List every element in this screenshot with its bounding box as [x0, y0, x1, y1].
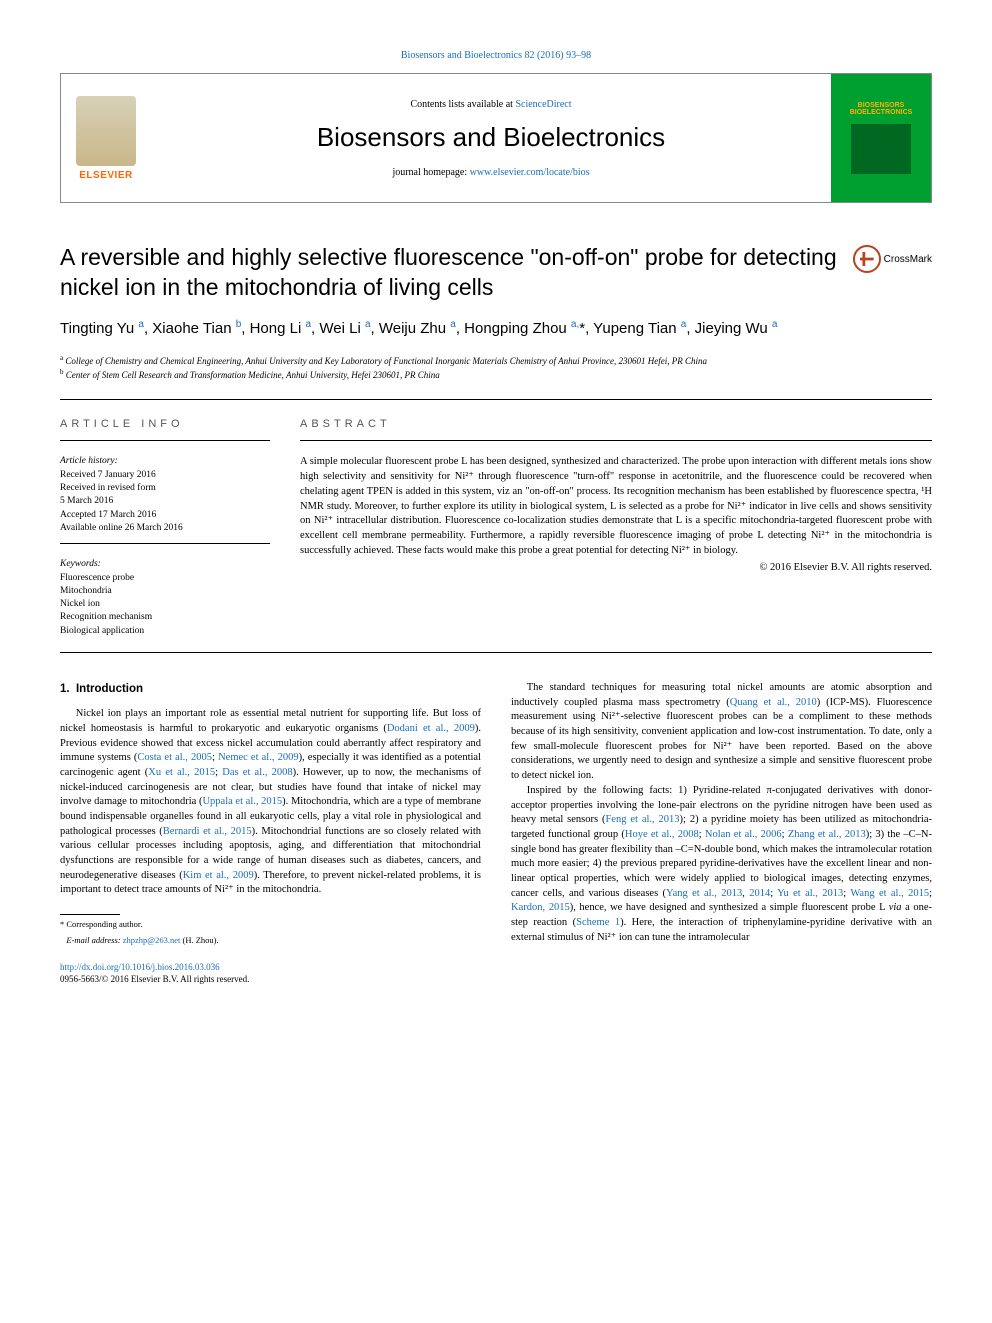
body-column-right: The standard techniques for measuring to… [511, 681, 932, 986]
abstract-text: A simple molecular fluorescent probe L h… [300, 455, 932, 558]
crossmark-text: CrossMark [884, 254, 932, 265]
issn-line: 0956-5663/© 2016 Elsevier B.V. All right… [60, 973, 481, 986]
citation-link[interactable]: Biosensors and Bioelectronics 82 (2016) … [401, 50, 591, 61]
doi-link[interactable]: http://dx.doi.org/10.1016/j.bios.2016.03… [60, 962, 220, 972]
keywords-block: Keywords: Fluorescence probeMitochondria… [60, 558, 270, 638]
abstract-divider [300, 440, 932, 441]
contents-prefix: Contents lists available at [410, 99, 515, 110]
elsevier-tree-icon [76, 96, 136, 166]
body-paragraph: Nickel ion plays an important role as es… [60, 707, 481, 898]
header-citation: Biosensors and Bioelectronics 82 (2016) … [60, 50, 932, 61]
abstract-column: ABSTRACT A simple molecular fluorescent … [300, 418, 932, 638]
abstract-label: ABSTRACT [300, 418, 932, 430]
journal-cover: BIOSENSORS BIOELECTRONICS [831, 74, 931, 202]
divider-top [60, 399, 932, 400]
journal-cover-image [851, 124, 911, 174]
section-heading: 1. Introduction [60, 681, 481, 697]
contents-line: Contents lists available at ScienceDirec… [410, 99, 571, 110]
history-label: Article history: [60, 455, 270, 468]
email-link[interactable]: zhpzhp@263.net [123, 935, 181, 945]
email-footnote: E-mail address: zhpzhp@263.net (H. Zhou)… [60, 935, 481, 947]
crossmark-icon [853, 245, 881, 273]
keywords-label: Keywords: [60, 558, 270, 571]
body-paragraph: The standard techniques for measuring to… [511, 681, 932, 784]
sciencedirect-link[interactable]: ScienceDirect [515, 99, 571, 110]
article-info-label: ARTICLE INFO [60, 418, 270, 430]
body-column-left: 1. Introduction Nickel ion plays an impo… [60, 681, 481, 986]
crossmark-badge[interactable]: CrossMark [853, 245, 932, 273]
journal-homepage: journal homepage: www.elsevier.com/locat… [392, 167, 589, 178]
journal-name: Biosensors and Bioelectronics [317, 122, 665, 153]
elsevier-logo: ELSEVIER [61, 74, 151, 202]
homepage-link[interactable]: www.elsevier.com/locate/bios [470, 167, 590, 178]
email-suffix: (H. Zhou). [183, 935, 219, 945]
journal-header-box: ELSEVIER Contents lists available at Sci… [60, 73, 932, 203]
doi-line: http://dx.doi.org/10.1016/j.bios.2016.03… [60, 961, 481, 974]
footnote-separator [60, 914, 120, 915]
header-center: Contents lists available at ScienceDirec… [151, 74, 831, 202]
affiliations: a College of Chemistry and Chemical Engi… [60, 354, 932, 381]
article-title: A reversible and highly selective fluore… [60, 243, 932, 303]
article-info-column: ARTICLE INFO Article history: Received 7… [60, 418, 270, 638]
homepage-prefix: journal homepage: [392, 167, 469, 178]
corresponding-author-note: * Corresponding author. [60, 919, 481, 931]
authors-list: Tingting Yu a, Xiaohe Tian b, Hong Li a,… [60, 317, 932, 341]
journal-cover-title: BIOSENSORS BIOELECTRONICS [831, 98, 931, 120]
info-divider-2 [60, 543, 270, 544]
abstract-copyright: © 2016 Elsevier B.V. All rights reserved… [300, 562, 932, 573]
email-label: E-mail address: [66, 935, 120, 945]
divider-mid [60, 652, 932, 653]
body-paragraph: Inspired by the following facts: 1) Pyri… [511, 784, 932, 946]
info-divider-1 [60, 440, 270, 441]
elsevier-text: ELSEVIER [79, 170, 132, 181]
article-history: Article history: Received 7 January 2016… [60, 455, 270, 535]
